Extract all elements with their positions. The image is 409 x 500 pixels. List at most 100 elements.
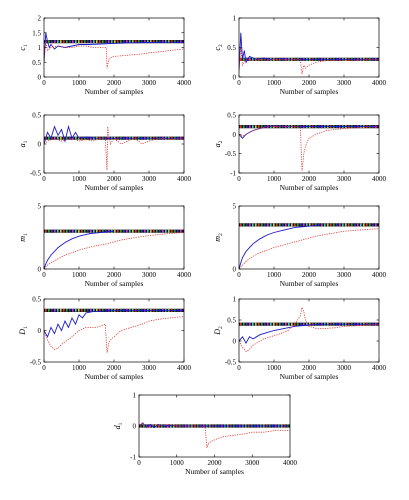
y-tick-label: 0 (233, 74, 237, 82)
x-axis-label: Number of samples (185, 467, 244, 476)
x-tick-label: 1000 (72, 175, 87, 183)
y-tick-label: 5 (233, 203, 237, 211)
reference-series-line (44, 316, 184, 353)
true-value-marker (369, 223, 371, 227)
true-value-marker (249, 223, 251, 227)
estimate-series-line (44, 230, 115, 269)
true-value-marker (324, 223, 326, 227)
true-value-marker (51, 308, 53, 312)
x-tick-label: 4000 (283, 459, 298, 467)
true-value-marker (54, 40, 56, 43)
true-value-marker (309, 322, 311, 326)
y-tick-label: 0.5 (227, 317, 236, 325)
true-value-marker (75, 229, 77, 233)
true-value-marker (66, 136, 68, 140)
estimate-series-line (44, 124, 184, 145)
true-value-marker (143, 424, 145, 428)
true-value-marker (105, 229, 107, 233)
y-tick-label: 0 (133, 423, 137, 431)
x-tick-label: 1000 (170, 459, 185, 467)
axes-frame (238, 17, 380, 78)
x-tick-label: 4000 (177, 364, 192, 372)
true-value-marker (243, 57, 245, 61)
true-value-marker (81, 308, 83, 312)
x-axis-label: Number of samples (280, 183, 339, 192)
true-value-marker (285, 322, 287, 326)
x-tick-label: 1000 (267, 175, 282, 183)
true-value-marker (129, 40, 131, 43)
true-value-marker (60, 40, 62, 43)
true-value-marker (282, 322, 284, 326)
true-value-marker (120, 229, 122, 233)
estimate-series-line (239, 32, 379, 72)
x-tick-label: 3000 (142, 271, 157, 279)
true-value-marker (87, 40, 89, 43)
true-value-marker (246, 223, 248, 227)
true-value-marker (57, 308, 59, 312)
x-tick-label: 0 (42, 271, 46, 279)
y-tick-label: 0 (233, 131, 237, 139)
x-tick-label: 4000 (177, 271, 192, 279)
true-value-marker (276, 125, 278, 128)
true-value-marker (279, 223, 281, 227)
x-tick-label: 3000 (142, 364, 157, 372)
true-value-marker (261, 57, 263, 61)
true-value-marker (96, 229, 98, 233)
true-value-marker (372, 223, 374, 227)
true-value-marker (357, 223, 359, 227)
true-value-marker (108, 229, 110, 233)
x-tick-label: 3000 (337, 175, 352, 183)
true-value-marker (351, 223, 353, 227)
x-tick-label: 2000 (208, 459, 223, 467)
axes-frame (238, 298, 380, 363)
true-value-marker (177, 229, 179, 233)
true-value-marker (144, 229, 146, 233)
true-value-marker (87, 136, 89, 140)
y-axis-label: m1 (18, 233, 29, 242)
true-value-marker (261, 322, 263, 326)
true-value-marker (270, 322, 272, 326)
true-value-marker (78, 40, 80, 43)
true-value-marker (273, 125, 275, 128)
true-value-marker (162, 229, 164, 233)
estimate-series-line (44, 32, 184, 63)
true-value-marker (99, 40, 101, 43)
true-value-marker (138, 40, 140, 43)
y-axis-label: c2 (213, 44, 224, 51)
true-value-marker (249, 125, 251, 128)
true-value-marker (339, 223, 341, 227)
true-value-marker (258, 322, 260, 326)
true-value-marker (306, 322, 308, 326)
y-tick-label: 0.5 (32, 112, 41, 120)
true-value-marker (90, 136, 92, 140)
true-value-marker (108, 40, 110, 43)
true-value-marker (252, 223, 254, 227)
panel-m2: 0 1000 2000 3000 4000 0 5 Number of samples m2 (213, 203, 387, 289)
y-tick-label: 0.5 (32, 59, 41, 67)
reference-series-line (239, 126, 379, 172)
true-value-marker (63, 229, 65, 233)
x-axis-label: Number of samples (280, 372, 339, 381)
y-tick-label: 1.5 (32, 29, 41, 37)
true-value-marker (174, 229, 176, 233)
true-value-marker (66, 40, 68, 43)
x-tick-label: 1000 (72, 79, 87, 87)
x-tick-label: 2000 (107, 175, 122, 183)
true-value-marker (321, 223, 323, 227)
true-value-marker (300, 223, 302, 227)
true-value-marker (252, 322, 254, 326)
true-value-marker (330, 223, 332, 227)
true-value-marker (123, 229, 125, 233)
y-axis-label: c1 (18, 44, 29, 51)
true-value-marker (158, 424, 160, 428)
x-axis-label: Number of samples (280, 87, 339, 96)
true-value-marker (264, 223, 266, 227)
true-value-marker (249, 57, 251, 61)
true-value-marker (255, 125, 257, 128)
true-value-marker (267, 322, 269, 326)
true-value-marker (306, 223, 308, 227)
true-value-marker (282, 57, 284, 61)
axes-frame (43, 114, 185, 174)
